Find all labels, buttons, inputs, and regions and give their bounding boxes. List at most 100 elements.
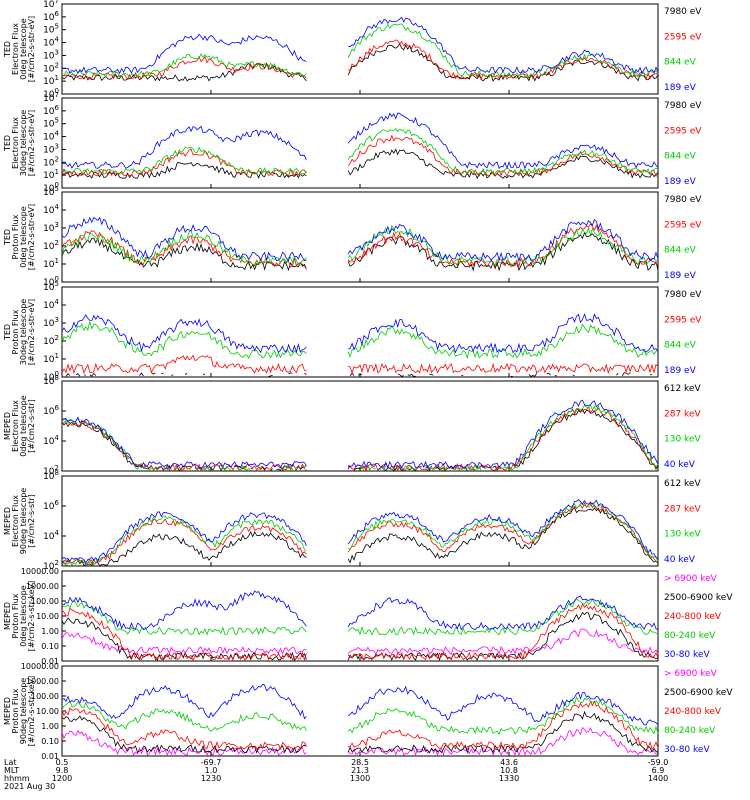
y-tick-label: 10000.00 [21, 662, 59, 671]
x-tick-label: 1.0 [205, 766, 218, 775]
y-tick-label: 101 [43, 74, 59, 87]
y-tick-label: 106 [43, 499, 59, 512]
x-row-label: Lat [4, 758, 17, 767]
y-tick-label: 104 [43, 203, 59, 216]
y-tick-label: 10.00 [36, 707, 59, 716]
series-line [61, 611, 659, 662]
y-tick-label: 105 [43, 185, 59, 198]
series-line [61, 223, 659, 268]
y-tick-label: 102 [43, 334, 59, 347]
y-tick-label: 102 [43, 155, 59, 168]
legend-entry: 30-80 keV [664, 650, 710, 660]
x-tick-label: 10.8 [500, 766, 518, 775]
series-line [61, 597, 659, 636]
legend-entry: 189 eV [664, 271, 697, 281]
y-tick-label: 1000.00 [26, 677, 59, 686]
legend-entry: 240-800 keV [664, 612, 722, 622]
x-tick-label: 0.5 [56, 758, 69, 767]
x-tick-label: 6.9 [652, 766, 665, 775]
y-tick-label: 102 [43, 239, 59, 252]
plot-frame [61, 286, 659, 378]
series-line [61, 23, 659, 78]
series-line [61, 603, 659, 662]
y-tick-label: 101 [43, 257, 59, 270]
panel-5: 102 104 106 108 MEPEDElectron Flux0deg teles… [3, 374, 701, 477]
x-tick-label: 1330 [499, 774, 519, 783]
legend-entry: 2595 eV [664, 126, 702, 136]
y-tick-label: 104 [43, 298, 59, 311]
legend-entry: 844 eV [664, 246, 697, 256]
y-axis-label: MEPEDProton Flux0deg telescope[#/cm2-s-s… [3, 581, 36, 652]
y-tick-label: 107 [43, 0, 59, 10]
legend-entry: 189 eV [664, 366, 697, 376]
panel-8: 0.01 0.10 1.00 10.00 100.00 1000.00 10000.00 ME… [3, 662, 733, 761]
y-tick-label: 101 [43, 168, 59, 181]
series-line [61, 354, 659, 375]
y-tick-label: 0.10 [41, 737, 59, 746]
x-tick-label: 1230 [201, 774, 221, 783]
y-tick-label: 105 [43, 280, 59, 293]
x-tick-label: 43.6 [500, 758, 518, 767]
series-line [61, 231, 659, 272]
y-tick-label: 104 [43, 36, 59, 49]
series-line [61, 148, 659, 180]
x-row-label: MLT [4, 766, 19, 775]
legend-entry: 2500-6900 keV [664, 593, 733, 603]
legend-entry: 2500-6900 keV [664, 688, 733, 698]
x-tick-label: 28.5 [351, 758, 369, 767]
legend-entry: 287 keV [664, 504, 701, 514]
series-line [61, 499, 659, 564]
y-tick-label: 0.01 [41, 752, 59, 761]
x-tick-label: 9.8 [56, 766, 69, 775]
series-line [61, 590, 659, 631]
plot-frame [61, 3, 659, 95]
y-tick-label: 103 [43, 316, 59, 329]
series-line [61, 321, 659, 360]
series-line [61, 700, 659, 751]
series-line [61, 501, 659, 565]
panel-6: 102 104 106 108 MEPEDElectron Flux90deg tele… [3, 469, 701, 572]
series-line [61, 43, 659, 82]
legend-entry: 130 keV [664, 530, 701, 540]
y-axis-label: MEPEDElectron Flux0deg telescope[#/cm2-s… [3, 395, 36, 456]
y-tick-label: 102 [43, 559, 59, 572]
y-tick-label: 103 [43, 142, 59, 155]
y-tick-label: 1.00 [41, 627, 59, 636]
plot-frame [61, 191, 659, 283]
panel-4: 100 101 102 103 104 105 TEDProton Flux30deg te… [3, 280, 702, 383]
legend-entry: 80-240 keV [664, 726, 716, 736]
y-tick-label: 100 [43, 87, 59, 100]
plot-frame [61, 97, 659, 189]
legend-entry: 844 eV [664, 58, 697, 68]
legend-entry: 80-240 keV [664, 631, 716, 641]
y-tick-label: 100 [43, 181, 59, 194]
series-line [61, 726, 659, 757]
y-tick-label: 0.01 [41, 657, 59, 666]
legend-entry: 2595 eV [664, 32, 702, 42]
y-axis-label: TEDElectron Flux0deg telescope[#/cm2-s-s… [3, 16, 36, 82]
y-tick-label: 104 [43, 529, 59, 542]
plot-frame [61, 380, 659, 472]
legend-entry: 844 eV [664, 152, 697, 162]
y-tick-label: 102 [43, 464, 59, 477]
series-line [61, 683, 659, 726]
y-tick-label: 1000.00 [26, 582, 59, 591]
legend-entry: 7980 eV [664, 101, 702, 111]
y-tick-label: 103 [43, 48, 59, 61]
y-tick-label: 103 [43, 221, 59, 234]
y-axis-label: MEPEDElectron Flux90deg telescope[#/cm2-… [3, 488, 36, 555]
legend-entry: 844 eV [664, 341, 697, 351]
panel-3: 100 101 102 103 104 105 TEDProton Flux0deg tel… [3, 185, 702, 288]
y-tick-label: 1.00 [41, 722, 59, 731]
x-tick-label: 1300 [350, 774, 370, 783]
y-tick-label: 100.00 [31, 597, 59, 606]
y-tick-label: 108 [43, 469, 59, 482]
legend-entry: 612 keV [664, 479, 701, 489]
y-tick-label: 106 [43, 104, 59, 117]
y-tick-label: 105 [43, 23, 59, 36]
y-axis-label: TEDProton Flux0deg telescope[#/cm2-s-str… [3, 204, 36, 270]
y-tick-label: 106 [43, 404, 59, 417]
y-tick-label: 105 [43, 117, 59, 130]
